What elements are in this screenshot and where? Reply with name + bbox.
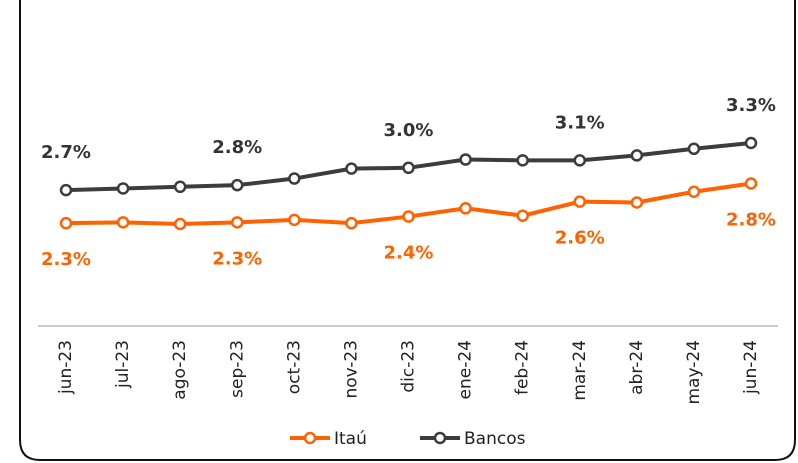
point xyxy=(173,217,187,231)
data-label: 2.3% xyxy=(41,249,91,270)
point xyxy=(116,216,130,229)
data-label: 3.1% xyxy=(555,112,605,133)
point xyxy=(345,216,358,230)
data-label: 3.3% xyxy=(726,95,776,116)
x-tick-label: jun-23 xyxy=(56,340,76,395)
point xyxy=(402,210,415,223)
x-tick-label: jul-23 xyxy=(113,340,133,389)
point xyxy=(345,162,358,175)
data-label: 2.8% xyxy=(726,210,776,231)
legend-marker xyxy=(433,431,447,445)
point xyxy=(173,180,187,194)
point xyxy=(744,136,758,150)
data-label: 3.0% xyxy=(384,120,434,141)
point xyxy=(687,185,701,199)
point xyxy=(744,177,758,190)
legend-marker xyxy=(303,431,317,445)
x-tick-label: sep-23 xyxy=(227,340,247,398)
point xyxy=(630,149,644,162)
data-label: 2.3% xyxy=(212,248,262,269)
x-tick-label: ago-23 xyxy=(170,340,190,400)
x-tick-label: ene-24 xyxy=(456,340,476,399)
point xyxy=(573,195,586,208)
frame xyxy=(19,0,796,461)
point xyxy=(231,216,244,229)
point xyxy=(573,154,586,167)
point xyxy=(516,209,529,222)
data-label: 2.6% xyxy=(555,228,605,249)
x-tick-label: may-24 xyxy=(684,340,704,405)
x-tick-label: oct-23 xyxy=(284,340,304,394)
point xyxy=(459,153,472,166)
point xyxy=(630,196,644,209)
point xyxy=(288,172,301,185)
point xyxy=(402,161,415,175)
point xyxy=(516,154,529,167)
x-tick-label: nov-23 xyxy=(341,340,361,399)
x-tick-label: mar-24 xyxy=(570,340,590,401)
x-tick-label: jun-24 xyxy=(741,340,761,395)
x-tick-label: feb-24 xyxy=(513,340,533,395)
data-label: 2.4% xyxy=(384,243,434,264)
point xyxy=(59,183,73,197)
point xyxy=(459,202,472,215)
point xyxy=(231,178,244,192)
x-tick-label: dic-23 xyxy=(399,340,419,393)
legend-label: Bancos xyxy=(464,429,526,449)
point xyxy=(687,142,701,156)
point xyxy=(116,182,130,195)
point xyxy=(288,213,301,227)
point xyxy=(59,216,73,230)
x-tick-label: abr-24 xyxy=(627,340,647,395)
data-label: 2.7% xyxy=(41,142,91,163)
data-label: 2.8% xyxy=(212,137,262,158)
legend-label: Itaú xyxy=(334,429,367,449)
